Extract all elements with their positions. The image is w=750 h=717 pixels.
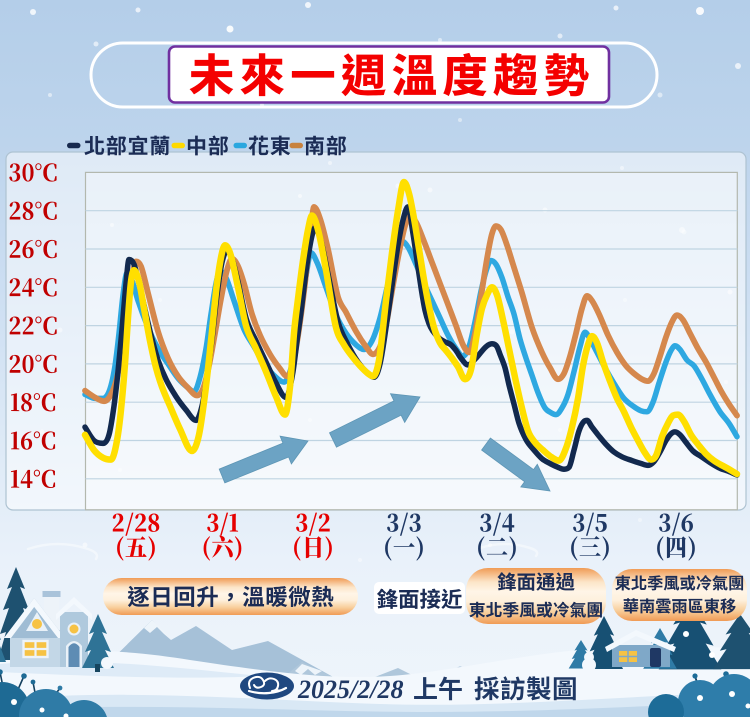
svg-text:2025/2/28: 2025/2/28 bbox=[297, 675, 403, 704]
